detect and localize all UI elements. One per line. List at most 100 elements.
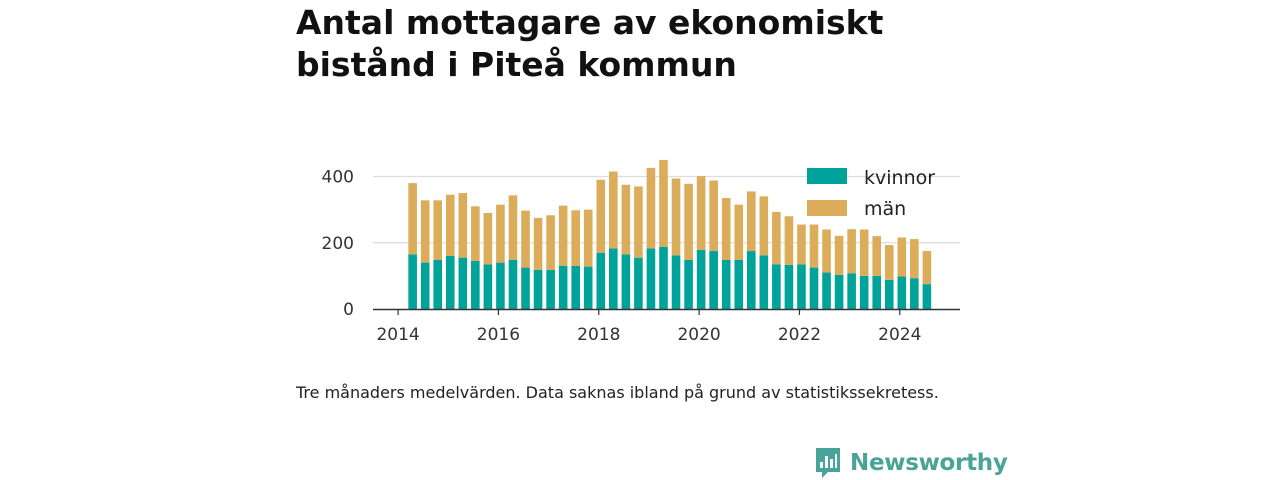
bar-man <box>646 167 656 249</box>
bar-kvinnor <box>809 267 819 309</box>
bar-kvinnor <box>458 257 468 309</box>
x-tick-label: 2018 <box>577 325 620 345</box>
bar-kvinnor <box>609 248 618 309</box>
bar-kvinnor <box>420 262 430 310</box>
brand-logo: Newsworthy <box>814 446 1008 480</box>
bar-kvinnor <box>759 255 769 309</box>
bar-kvinnor <box>521 267 530 309</box>
bar-kvinnor <box>684 259 693 309</box>
x-tick-label: 2020 <box>677 325 720 345</box>
bar-man <box>659 159 668 247</box>
bar-man <box>922 251 932 285</box>
bar-man <box>571 210 580 266</box>
bar-man <box>583 209 593 267</box>
bar-man <box>797 224 806 265</box>
y-tick-label: 200 <box>322 234 354 254</box>
bar-kvinnor <box>746 251 756 309</box>
bar-man <box>834 235 844 275</box>
bar-man <box>483 212 493 265</box>
bar-kvinnor <box>847 273 856 309</box>
bar-man <box>596 179 606 253</box>
bar-man <box>884 245 894 280</box>
bar-kvinnor <box>822 272 831 309</box>
bar-man <box>521 210 530 268</box>
bar-kvinnor <box>884 279 894 309</box>
bar-man <box>671 178 681 256</box>
bar-man <box>847 229 856 274</box>
bar-kvinnor <box>621 254 631 309</box>
bar-kvinnor <box>445 256 455 309</box>
x-tick-label: 2022 <box>778 325 821 345</box>
newsworthy-logo-icon <box>816 448 840 478</box>
bar-kvinnor <box>571 265 580 309</box>
bar-man <box>546 215 555 270</box>
stacked-bar-chart: 0 200 400 2014 2016 2018 2020 2022 2024 kvinnor… <box>322 159 960 345</box>
bar-kvinnor <box>596 252 606 309</box>
bar-man <box>859 229 869 276</box>
bar-kvinnor <box>734 259 744 309</box>
bar-kvinnor <box>784 264 794 309</box>
legend-label-man: män <box>864 198 906 220</box>
x-tick-label: 2014 <box>376 325 419 345</box>
bar-man <box>420 200 430 263</box>
bar-kvinnor <box>721 259 731 309</box>
bar-kvinnor <box>922 284 932 309</box>
bar-man <box>809 224 819 268</box>
y-tick-label: 400 <box>322 168 354 188</box>
bar-man <box>433 200 443 260</box>
bar-man <box>772 211 781 265</box>
bar-man <box>721 198 731 260</box>
bars <box>408 159 932 310</box>
bar-man <box>759 196 769 256</box>
bar-kvinnor <box>659 246 668 309</box>
bar-man <box>822 229 831 273</box>
bar-man <box>897 237 907 277</box>
bar-man <box>746 191 756 252</box>
bar-kvinnor <box>859 275 869 310</box>
bar-man <box>471 206 480 261</box>
x-tick-label: 2024 <box>878 325 921 345</box>
chart-note: Tre månaders medelvärden. Data saknas ib… <box>296 383 939 402</box>
bar-kvinnor <box>483 264 493 309</box>
bar-man <box>684 183 693 260</box>
x-tick-label: 2016 <box>477 325 520 345</box>
bar-kvinnor <box>508 259 518 309</box>
bar-man <box>533 217 543 270</box>
bar-kvinnor <box>408 254 417 309</box>
bar-man <box>458 193 468 258</box>
bar-man <box>696 176 706 251</box>
bar-kvinnor <box>533 269 543 309</box>
x-axis-ticks: 2014 2016 2018 2020 2022 2024 <box>376 309 921 345</box>
bar-kvinnor <box>910 278 919 309</box>
bar-kvinnor <box>797 264 806 309</box>
bar-kvinnor <box>709 251 718 309</box>
bar-kvinnor <box>546 269 555 309</box>
bar-kvinnor <box>834 274 844 309</box>
bar-kvinnor <box>897 276 907 309</box>
bar-man <box>408 183 417 255</box>
bar-kvinnor <box>433 259 443 309</box>
legend-label-kvinnor: kvinnor <box>864 167 935 189</box>
legend-swatch-kvinnor <box>807 168 847 184</box>
bar-man <box>734 204 744 260</box>
y-tick-label: 0 <box>343 300 354 320</box>
bar-kvinnor <box>583 266 593 309</box>
legend-swatch-man <box>807 200 847 216</box>
brand-name: Newsworthy <box>850 450 1008 476</box>
bar-man <box>508 195 518 260</box>
bar-man <box>558 205 568 266</box>
legend: kvinnor män <box>807 167 935 220</box>
bar-kvinnor <box>872 275 882 310</box>
bar-man <box>445 194 455 256</box>
bar-man <box>784 216 794 265</box>
bar-kvinnor <box>634 257 643 309</box>
bar-kvinnor <box>558 265 568 309</box>
bar-man <box>709 180 718 252</box>
bar-man <box>496 204 505 263</box>
bar-kvinnor <box>496 262 505 310</box>
bar-kvinnor <box>471 260 480 309</box>
bar-man <box>609 171 618 249</box>
bar-kvinnor <box>646 248 656 309</box>
bar-man <box>910 239 919 279</box>
y-axis-ticks: 0 200 400 <box>322 168 354 321</box>
